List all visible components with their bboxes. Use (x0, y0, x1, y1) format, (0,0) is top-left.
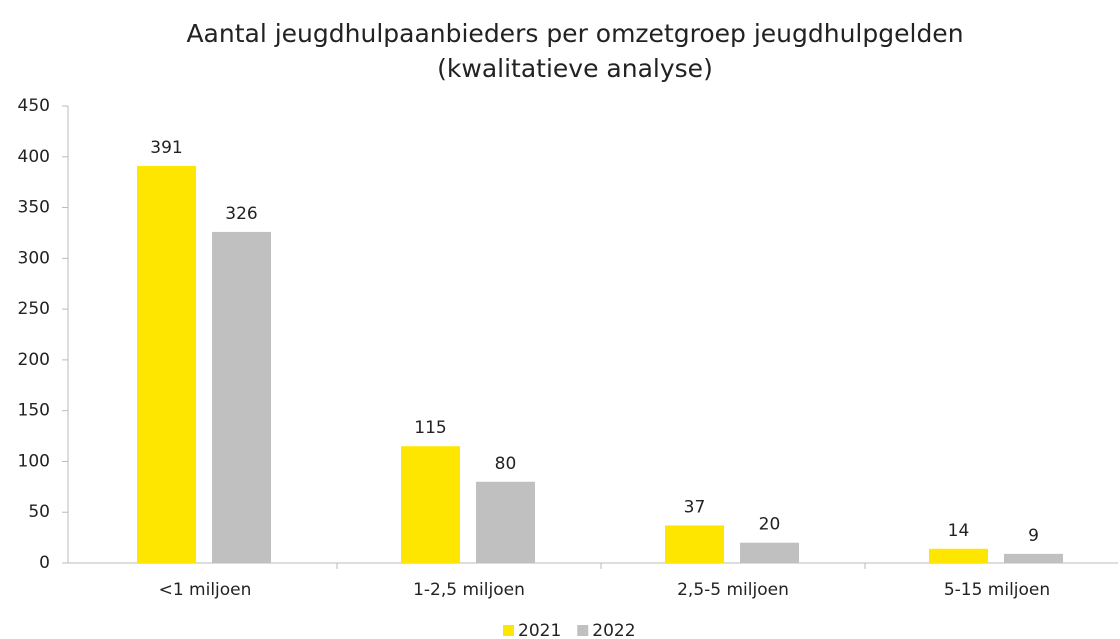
value-label: 115 (414, 418, 446, 438)
y-tick-label: 100 (18, 451, 50, 471)
y-tick-label: 50 (28, 502, 50, 522)
chart-title: (kwalitatieve analyse) (437, 54, 713, 83)
value-label: 9 (1028, 526, 1039, 546)
legend-label: 2022 (592, 621, 635, 639)
legend-label: 2021 (518, 621, 561, 639)
y-tick-label: 200 (18, 350, 50, 370)
value-label: 80 (495, 454, 517, 474)
value-label: 14 (948, 521, 970, 541)
bar (476, 481, 535, 563)
bar (137, 165, 196, 563)
bar (401, 446, 460, 563)
bar (212, 231, 271, 563)
value-label: 20 (759, 515, 781, 535)
y-tick-label: 350 (18, 198, 50, 218)
bar (740, 542, 799, 563)
bar (929, 548, 988, 563)
x-tick-label: 1-2,5 miljoen (413, 580, 525, 600)
y-tick-label: 0 (39, 553, 50, 573)
y-tick-label: 250 (18, 299, 50, 319)
y-tick-label: 300 (18, 248, 50, 268)
bar (665, 525, 724, 563)
chart-title: Aantal jeugdhulpaanbieders per omzetgroe… (186, 19, 963, 48)
x-tick-label: <1 miljoen (159, 580, 252, 600)
x-tick-label: 2,5-5 miljoen (677, 580, 789, 600)
x-tick-label: 5-15 miljoen (944, 580, 1050, 600)
bar (1004, 553, 1063, 563)
y-tick-label: 150 (18, 401, 50, 421)
value-label: 37 (684, 497, 706, 517)
y-tick-label: 450 (18, 96, 50, 116)
legend-swatch (577, 625, 589, 636)
legend-swatch (503, 625, 514, 636)
y-tick-label: 400 (18, 147, 50, 167)
value-label: 326 (225, 204, 257, 224)
value-label: 391 (150, 138, 182, 158)
